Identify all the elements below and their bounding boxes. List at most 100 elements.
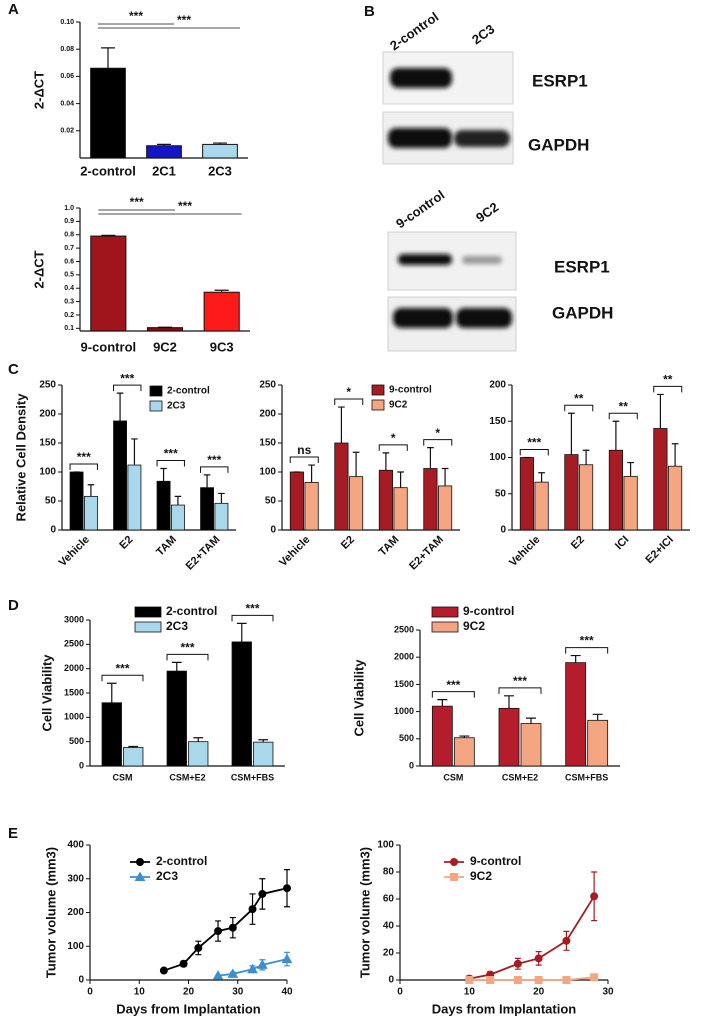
error-bar [538, 472, 545, 483]
marker [212, 970, 224, 980]
significance-label: *** [207, 453, 221, 467]
significance-bracket [565, 647, 609, 654]
y-tick-label: 0.7 [64, 245, 74, 252]
y-tick-label: 0.3 [64, 298, 74, 305]
legend-marker [450, 858, 458, 866]
error-bar [338, 406, 345, 443]
marker [486, 976, 495, 984]
x-tick-label: 30 [232, 987, 244, 998]
bar [90, 235, 127, 332]
panel-label: C [8, 361, 19, 378]
legend-swatch [134, 621, 162, 633]
marker [258, 889, 267, 898]
x-tick-label: E2+TAM [184, 534, 223, 573]
legend-label: 9C2 [463, 619, 485, 633]
error-bar [504, 695, 514, 709]
y-axis-label: Relative Cell Density [13, 393, 28, 522]
blot-band [398, 254, 452, 265]
legend-marker [450, 873, 458, 881]
x-tick-label: E2+TAM [407, 534, 446, 573]
bar [253, 741, 274, 767]
row-label: GAPDH [552, 303, 613, 322]
legend-label: 9-control [470, 854, 521, 868]
x-tick-label: Vehicle [57, 534, 92, 569]
y-tick-label: 0.04 [60, 100, 74, 107]
legend-label: 9C2 [389, 400, 408, 411]
significance-bracket [653, 385, 683, 393]
marker [465, 976, 474, 984]
significance-label: *** [164, 447, 178, 461]
marker [534, 954, 543, 963]
panel-label: A [8, 1, 19, 18]
y-tick-label: 50 [265, 496, 277, 507]
legend-label: 2C3 [167, 401, 186, 412]
significance-label: ns [297, 443, 311, 457]
marker [281, 953, 293, 964]
marker [534, 976, 543, 984]
marker [513, 976, 522, 984]
marker [513, 959, 522, 968]
bar [334, 442, 349, 531]
x-tick-label: TAM [377, 534, 402, 559]
bar [520, 723, 542, 767]
significance-bracket [200, 466, 229, 473]
y-tick-label: 1500 [394, 679, 414, 689]
bar [653, 428, 668, 531]
y-tick-label: 80 [383, 867, 395, 878]
significance-bracket [519, 449, 549, 456]
comparison-label: *** [130, 195, 144, 209]
error-bar [203, 474, 211, 488]
blot-band [393, 308, 453, 328]
significance-label: ** [574, 391, 584, 405]
bar [534, 481, 549, 531]
error-bar [236, 622, 247, 642]
y-axis-label: 2-ΔCT [31, 71, 46, 109]
marker [590, 973, 599, 982]
bar [202, 143, 238, 159]
row-label: GAPDH [528, 135, 589, 154]
x-tick-label: Vehicle [507, 534, 542, 569]
bar [564, 454, 579, 531]
y-tick-label: 0 [388, 975, 394, 986]
y-tick-label: 400 [67, 840, 84, 851]
bar [304, 482, 319, 531]
y-tick-label: 0.06 [60, 73, 74, 80]
x-tick-label: E2 [339, 534, 357, 552]
lane-label: 2-control [387, 9, 441, 53]
bar [101, 702, 122, 767]
legend-label: 2-control [166, 604, 217, 618]
y-tick-label: 1500 [64, 687, 84, 697]
significance-label: * [435, 426, 440, 440]
bar [146, 145, 182, 159]
x-tick-label: 20 [533, 987, 545, 998]
marker [227, 968, 239, 978]
legend-marker [136, 858, 144, 866]
y-axis-label: Cell Viability [351, 659, 366, 737]
error-bar [441, 467, 449, 486]
significance-label: *** [527, 436, 541, 450]
marker [590, 892, 599, 901]
y-tick-label: 0.2 [64, 312, 74, 319]
legend-swatch [149, 400, 163, 412]
x-tick-label: CSM [113, 772, 133, 782]
significance-label: *** [115, 661, 129, 675]
significance-label: *** [180, 641, 194, 655]
bar [423, 468, 438, 531]
x-tick-label: CSM [443, 772, 463, 782]
x-tick-label: CSM+E2 [169, 772, 205, 782]
bar [393, 487, 408, 531]
y-tick-label: 100 [377, 840, 394, 851]
error-bar [352, 451, 360, 477]
y-tick-label: 150 [259, 438, 276, 449]
significance-label: *** [513, 674, 527, 688]
significance-label: *** [580, 634, 594, 648]
significance-label: * [346, 385, 351, 399]
significance-bracket [564, 404, 594, 412]
error-bar [213, 142, 227, 145]
legend-label: 9-control [463, 604, 514, 618]
legend-marker [134, 871, 146, 881]
lane-label: 9-control [393, 187, 447, 231]
series-line [163, 887, 288, 972]
comparison-label: *** [177, 13, 191, 27]
